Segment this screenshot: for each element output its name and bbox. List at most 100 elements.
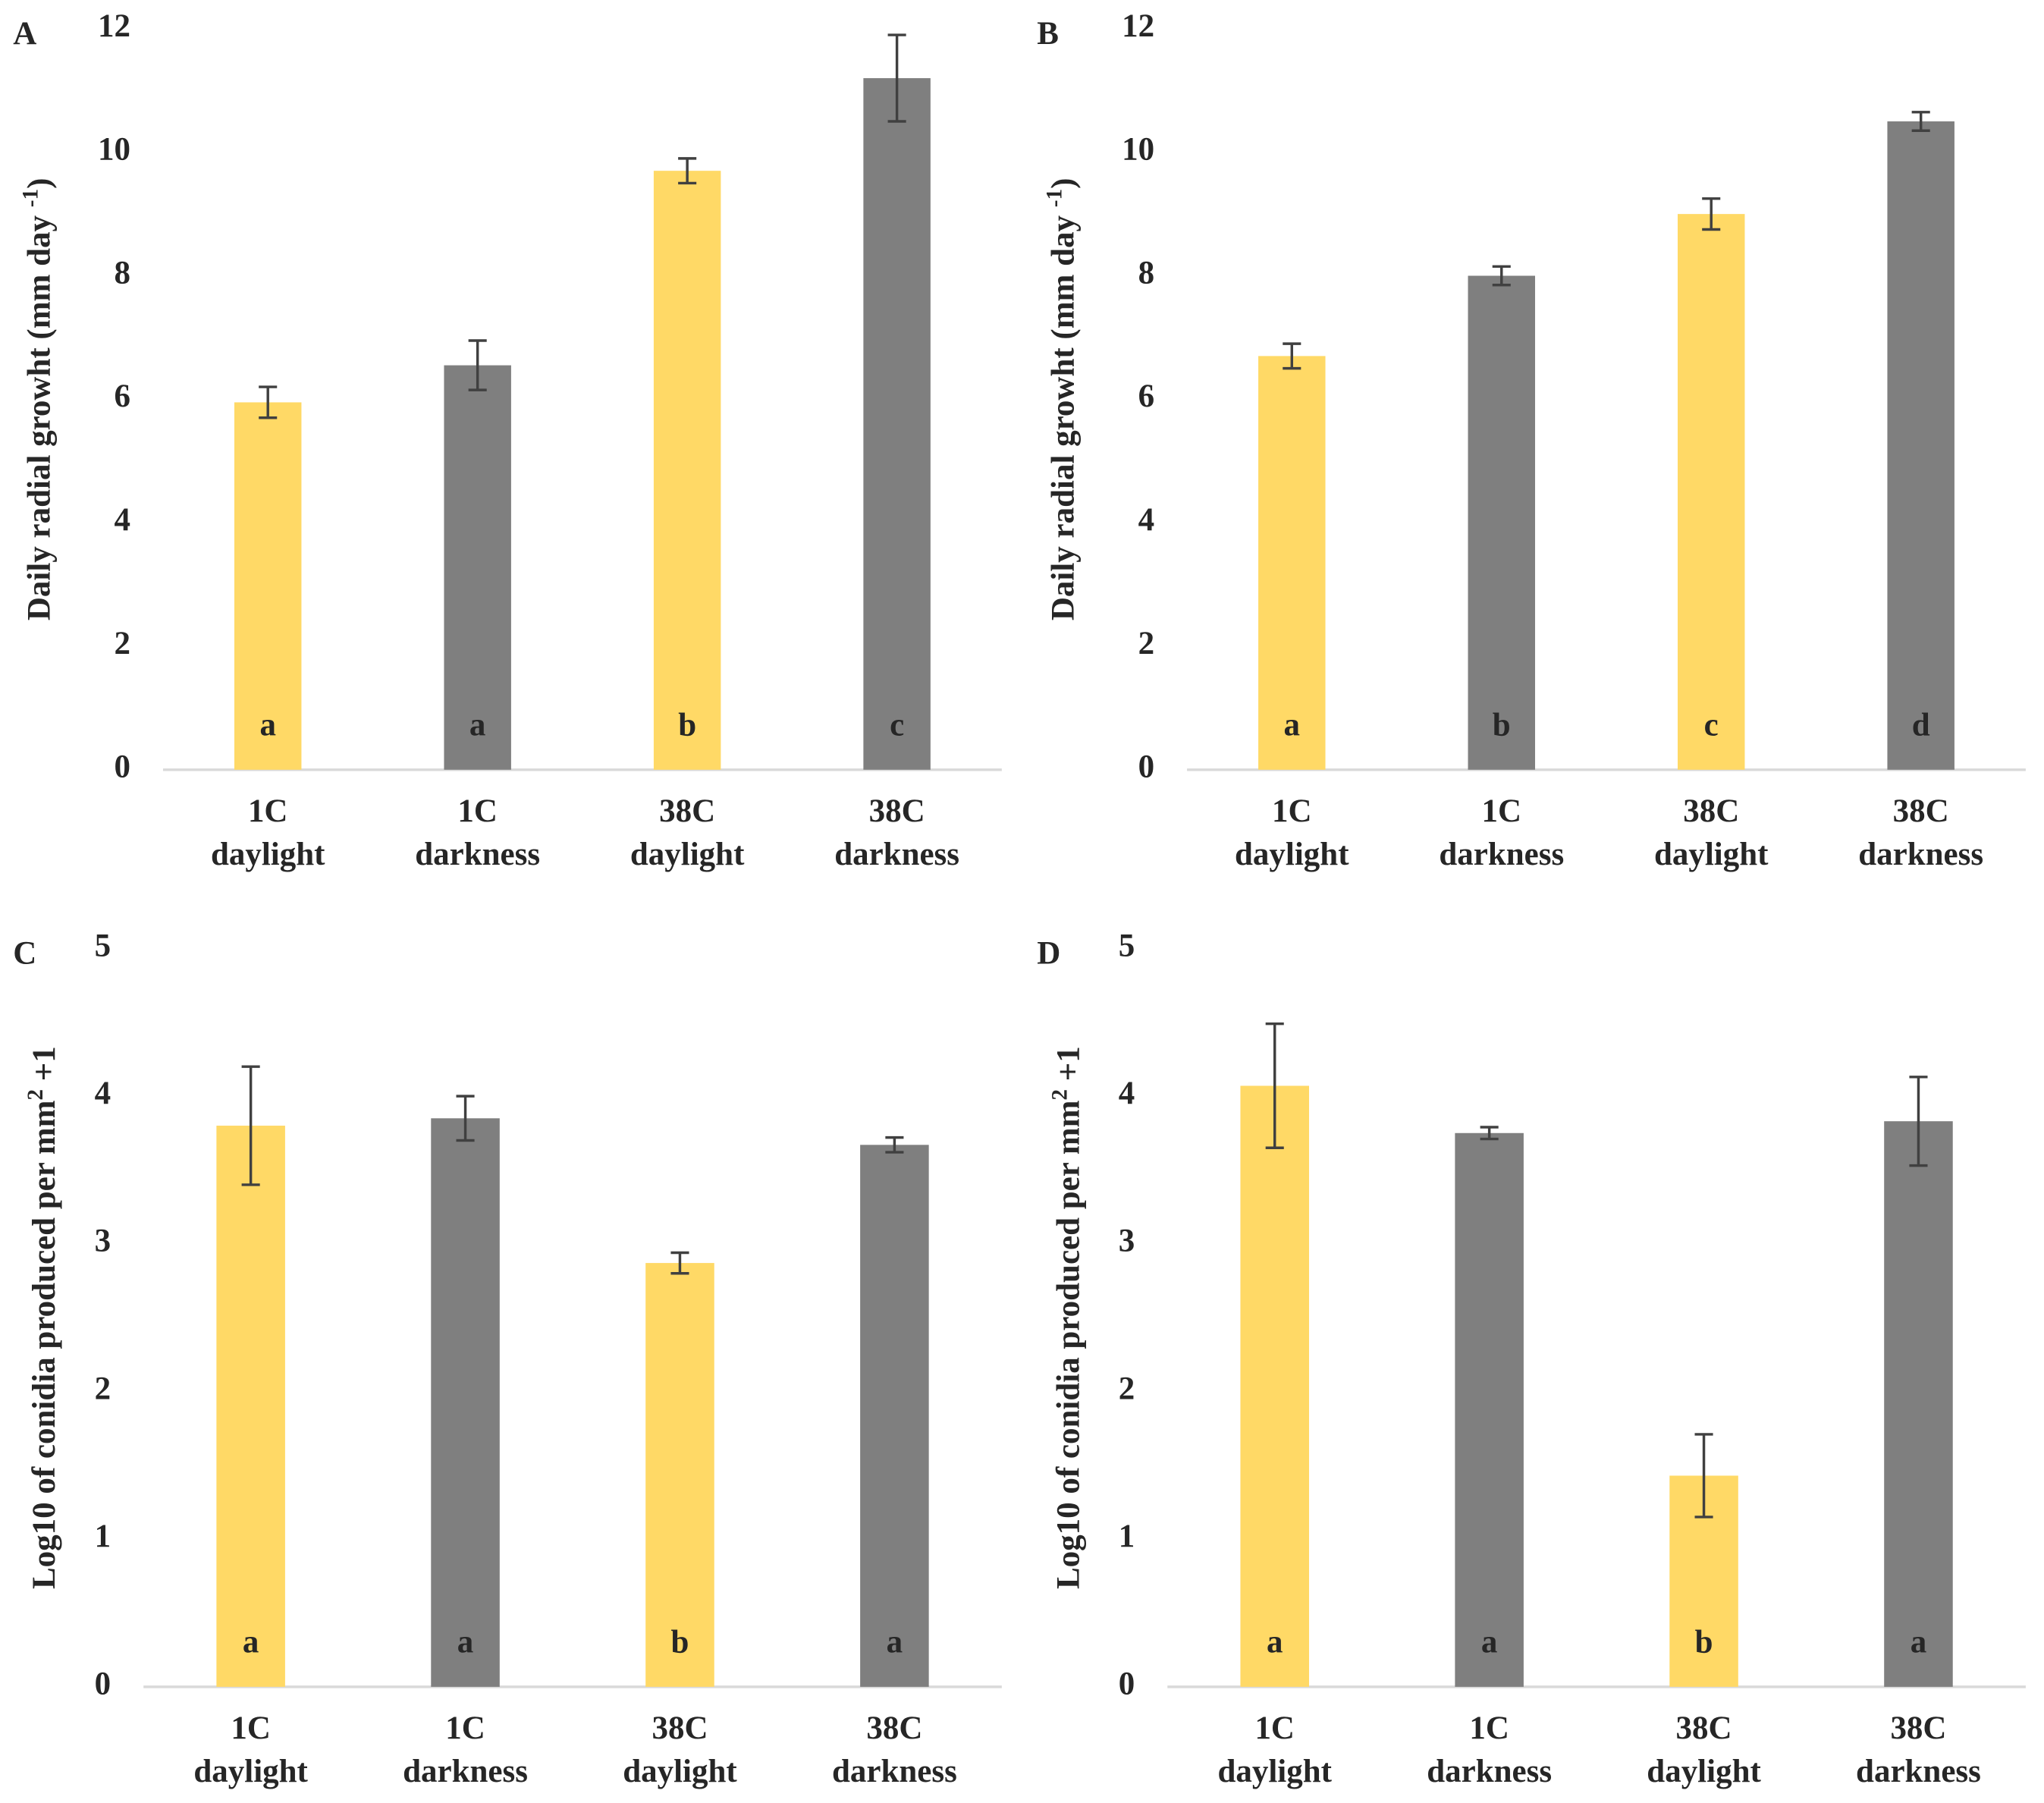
significance-letter: a (469, 708, 485, 743)
y-tick-label: 3 (95, 1223, 111, 1259)
y-tick-label: 1 (95, 1519, 111, 1554)
y-tick-label: 4 (1119, 1076, 1135, 1111)
x-tick-label: daylight (1235, 837, 1349, 872)
y-axis-label-part: -1 (18, 189, 42, 207)
y-tick-label: 8 (1138, 255, 1155, 291)
panel-label: B (1037, 16, 1059, 52)
significance-letter: c (890, 708, 904, 743)
y-axis-label-part: +1 (27, 1046, 62, 1089)
bar (1677, 214, 1745, 770)
y-tick-label: 4 (95, 1076, 111, 1111)
x-tick-label: darkness (1858, 837, 1983, 872)
bar (1884, 1121, 1953, 1687)
significance-letter: a (887, 1625, 903, 1660)
y-tick-label: 5 (95, 928, 111, 963)
x-tick-label: daylight (1654, 837, 1769, 872)
y-axis-label-part: Log10 of conidia produced per mm (1050, 1100, 1086, 1589)
y-tick-label: 2 (114, 626, 130, 661)
y-axis-label-part: Daily radial growht (mm day (21, 207, 57, 620)
bar (1468, 275, 1535, 770)
x-tick-label: darkness (834, 837, 959, 872)
y-tick-label: 5 (1119, 928, 1135, 963)
x-tick-label: 38C (652, 1710, 708, 1746)
bar (860, 1145, 929, 1687)
y-axis-label-part: ) (1045, 178, 1081, 189)
x-tick-label: daylight (211, 837, 325, 872)
y-tick-label: 10 (98, 132, 130, 168)
y-tick-label: 8 (114, 255, 130, 291)
panel-label: C (13, 936, 36, 972)
significance-letter: a (1284, 708, 1301, 743)
y-tick-label: 2 (95, 1371, 111, 1406)
x-tick-label: 1C (231, 1710, 271, 1746)
y-tick-label: 6 (1138, 379, 1155, 414)
x-tick-label: 38C (869, 793, 925, 829)
y-tick-label: 0 (95, 1666, 111, 1702)
y-tick-label: 2 (1119, 1371, 1135, 1406)
significance-letter: a (1481, 1625, 1498, 1660)
y-axis-label-part: Log10 of conidia produced per mm (27, 1100, 62, 1589)
significance-letter: a (457, 1625, 474, 1660)
y-tick-label: 2 (1138, 626, 1155, 661)
x-tick-label: darkness (832, 1754, 957, 1789)
y-tick-label: 4 (1138, 502, 1155, 538)
x-tick-label: 1C (1481, 793, 1521, 829)
x-tick-label: daylight (623, 1754, 737, 1789)
y-tick-label: 0 (1119, 1666, 1135, 1702)
panel-label: D (1037, 936, 1060, 972)
y-tick-label: 4 (114, 502, 130, 538)
x-tick-label: 1C (248, 793, 288, 829)
y-axis-label-part: Daily radial growht (mm day (1045, 207, 1081, 620)
x-tick-label: 1C (445, 1710, 485, 1746)
x-tick-label: 38C (1676, 1710, 1732, 1746)
bar (645, 1263, 714, 1687)
bar (444, 365, 511, 770)
y-tick-label: 12 (98, 8, 130, 44)
significance-letter: a (1911, 1625, 1927, 1660)
significance-letter: b (671, 1625, 689, 1660)
x-tick-label: 1C (1272, 793, 1312, 829)
x-tick-label: darkness (1439, 837, 1564, 872)
y-axis-label-part: 2 (24, 1089, 48, 1101)
y-tick-label: 12 (1122, 8, 1154, 44)
y-tick-label: 10 (1122, 132, 1154, 168)
significance-letter: a (259, 708, 276, 743)
significance-letter: a (243, 1625, 259, 1660)
significance-letter: b (1695, 1625, 1713, 1660)
x-tick-label: 38C (1890, 1710, 1946, 1746)
y-axis-label: Daily radial growht (mm day -1) (1042, 178, 1081, 621)
bar (863, 78, 931, 770)
x-tick-label: 38C (659, 793, 715, 829)
y-tick-label: 0 (1138, 749, 1155, 785)
x-tick-label: 1C (457, 793, 498, 829)
x-tick-label: daylight (1217, 1754, 1332, 1789)
bar (1455, 1132, 1524, 1687)
panel-label: A (13, 16, 36, 52)
bar (216, 1126, 285, 1687)
significance-letter: b (1493, 708, 1511, 743)
x-tick-label: darkness (415, 837, 540, 872)
significance-letter: d (1912, 708, 1930, 743)
y-tick-label: 3 (1119, 1223, 1135, 1259)
x-tick-label: daylight (1647, 1754, 1761, 1789)
y-axis-label-part: -1 (1042, 189, 1066, 207)
y-axis-label: Log10 of conidia produced per mm2 +1 (1047, 1046, 1086, 1589)
x-tick-label: darkness (1427, 1754, 1552, 1789)
bar (1240, 1085, 1309, 1687)
bar (653, 171, 721, 770)
y-tick-label: 6 (114, 379, 130, 414)
x-tick-label: 1C (1469, 1710, 1509, 1746)
bar (1887, 121, 1955, 770)
y-axis-label: Daily radial growht (mm day -1) (18, 178, 57, 621)
y-tick-label: 1 (1119, 1519, 1135, 1554)
y-axis-label: Log10 of conidia produced per mm2 +1 (24, 1046, 62, 1589)
bar (1258, 356, 1326, 770)
y-axis-label-part: ) (21, 178, 57, 189)
x-tick-label: 38C (1893, 793, 1949, 829)
x-tick-label: darkness (1856, 1754, 1981, 1789)
x-tick-label: 1C (1254, 1710, 1295, 1746)
significance-letter: b (678, 708, 696, 743)
bar (431, 1118, 500, 1687)
y-axis-label-part: 2 (1047, 1089, 1072, 1101)
